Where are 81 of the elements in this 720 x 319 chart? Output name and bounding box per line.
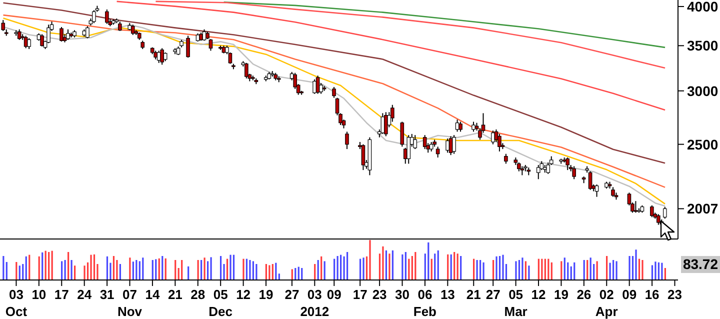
candlestick xyxy=(384,112,388,137)
x-tick-label: 27 xyxy=(486,287,500,302)
candlestick xyxy=(130,24,135,36)
candlestick xyxy=(566,157,570,171)
x-tick-label: 21 xyxy=(168,287,182,302)
line-series xyxy=(223,2,666,48)
candlestick xyxy=(27,38,31,50)
candlestick xyxy=(611,186,615,198)
x-tick-label: 09 xyxy=(622,287,637,302)
candlestick xyxy=(663,206,667,220)
candlestick xyxy=(650,204,654,218)
x-tick-label: 02 Apr xyxy=(595,287,618,319)
x-tick-label: 28 xyxy=(190,287,206,302)
x-tick-label: 26 xyxy=(576,287,592,302)
x-tick-label: 09 xyxy=(326,287,342,302)
x-tick-label: 06 Feb xyxy=(413,287,437,319)
candlestick xyxy=(105,8,109,24)
candlestick xyxy=(40,34,44,48)
candlestick xyxy=(380,112,385,134)
x-tick-label: 19 xyxy=(258,287,274,302)
x-tick-label: 23 xyxy=(668,287,682,302)
x-tick-label: 23 xyxy=(372,287,387,302)
x-tick-label: 30 xyxy=(395,287,410,302)
y-tick-label: 3000 xyxy=(687,82,718,99)
candlestick xyxy=(446,138,450,154)
x-tick-label: 24 xyxy=(77,287,92,302)
line-series xyxy=(2,2,666,164)
candlestick xyxy=(332,86,336,98)
candlestick xyxy=(312,78,316,94)
candlestick xyxy=(17,28,22,40)
candlestick xyxy=(452,134,456,154)
candlestick xyxy=(588,170,592,190)
candlestick xyxy=(498,133,502,152)
candlestick xyxy=(594,184,599,198)
candlestick xyxy=(472,121,476,132)
candlestick xyxy=(160,48,164,66)
candlestick xyxy=(458,121,462,132)
x-tick-label: 12 xyxy=(236,287,251,302)
x-tick-label: 16 xyxy=(644,287,660,302)
candlestick xyxy=(86,26,90,39)
candlestick xyxy=(436,146,440,158)
y-tick-label: 4000 xyxy=(687,0,718,15)
x-tick-label: 17 xyxy=(352,287,368,302)
x-tick-label: 17 xyxy=(54,287,69,302)
candlestick xyxy=(634,200,638,214)
candlestick xyxy=(66,28,70,40)
candlestick xyxy=(406,134,411,164)
candlestick xyxy=(491,130,495,145)
candlestick xyxy=(92,10,96,24)
x-tick-label: 13 xyxy=(440,287,455,302)
x-tick-label: 10 xyxy=(32,287,46,302)
x-tick-label: 05 Mar xyxy=(504,287,528,319)
candlestick xyxy=(118,21,122,32)
line-series xyxy=(116,0,666,111)
candlestick xyxy=(60,26,64,42)
candlestick xyxy=(413,134,418,150)
candlestick xyxy=(244,62,248,79)
candlestick xyxy=(186,35,190,58)
x-tick-label: 05 Dec xyxy=(208,287,233,319)
candlestick xyxy=(361,144,366,171)
y-tick-label: 2007 xyxy=(687,200,718,217)
candlestick xyxy=(572,166,576,180)
candlestick xyxy=(345,131,349,150)
x-tick-label: 31 xyxy=(100,287,114,302)
candlestick xyxy=(429,141,434,152)
candlestick xyxy=(400,121,404,148)
y-tick-label: 2500 xyxy=(687,136,718,152)
candlestick xyxy=(504,153,508,164)
candlestick xyxy=(422,134,427,150)
candlestick xyxy=(656,214,660,226)
line-series xyxy=(155,0,666,69)
y-tick-label: 3500 xyxy=(687,38,718,54)
x-tick-label: 12 xyxy=(531,287,546,302)
candlestick xyxy=(536,164,540,180)
x-tick-label: 27 xyxy=(284,287,300,302)
x-tick-label: 21 xyxy=(466,287,481,302)
x-tick-label: 14 xyxy=(145,287,160,302)
x-tick-label: 07 Nov xyxy=(117,287,143,319)
x-tick-label: 19 xyxy=(554,287,568,302)
x-tick-label: 03 Oct xyxy=(5,287,28,319)
text: 83.72 xyxy=(680,256,720,273)
